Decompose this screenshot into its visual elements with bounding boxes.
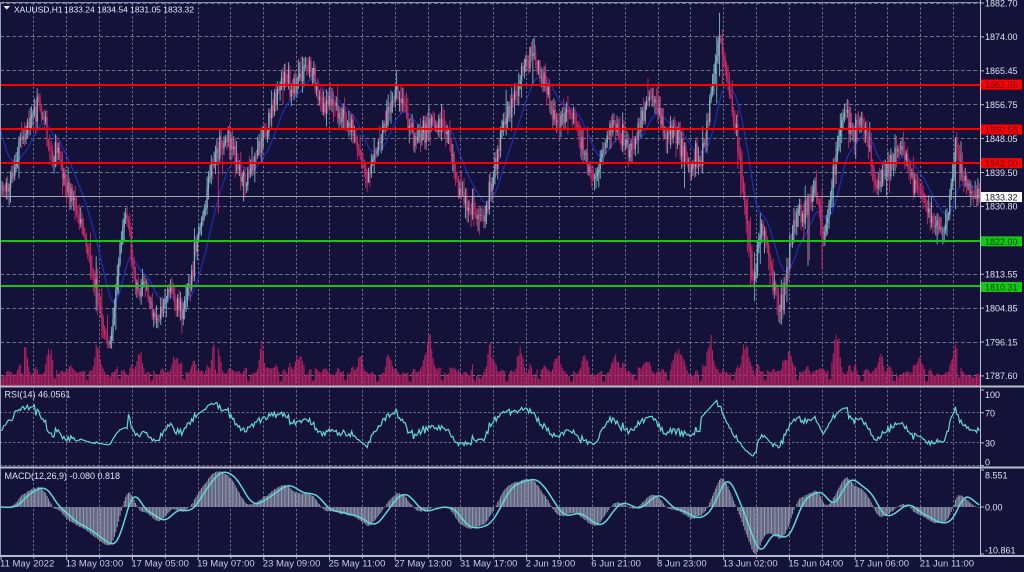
svg-text:1865.45: 1865.45 [985, 66, 1018, 76]
svg-text:XAUUSD,H1: XAUUSD,H1 [14, 4, 63, 14]
svg-text:1842.00: 1842.00 [985, 159, 1018, 169]
svg-text:15 Jun 04:00: 15 Jun 04:00 [788, 559, 843, 570]
svg-text:8.551: 8.551 [985, 470, 1008, 480]
svg-text:-10.861: -10.861 [985, 546, 1016, 556]
svg-text:100: 100 [985, 390, 1000, 400]
svg-text:1856.75: 1856.75 [985, 100, 1018, 110]
svg-text:1787.60: 1787.60 [985, 371, 1018, 381]
svg-text:0: 0 [985, 458, 990, 468]
svg-text:23 May 09:00: 23 May 09:00 [263, 559, 321, 570]
svg-text:1833.24 1834.54 1831.05 1833.3: 1833.24 1834.54 1831.05 1833.32 [64, 4, 194, 14]
svg-text:1810.31: 1810.31 [985, 283, 1018, 293]
svg-text:1882.70: 1882.70 [985, 0, 1018, 8]
svg-text:13 May 03:00: 13 May 03:00 [66, 559, 124, 570]
svg-text:1850.58: 1850.58 [985, 125, 1018, 135]
svg-text:17 Jun 06:00: 17 Jun 06:00 [854, 559, 909, 570]
svg-text:13 Jun 02:00: 13 Jun 02:00 [723, 559, 778, 570]
svg-text:0.00: 0.00 [985, 503, 1003, 513]
svg-text:1822.00: 1822.00 [985, 237, 1018, 247]
svg-text:27 May 13:00: 27 May 13:00 [394, 559, 452, 570]
svg-text:70: 70 [985, 408, 995, 418]
svg-text:11 May 2022: 11 May 2022 [0, 559, 54, 570]
svg-text:2 Jun 19:00: 2 Jun 19:00 [526, 559, 576, 570]
svg-text:6 Jun 21:00: 6 Jun 21:00 [591, 559, 641, 570]
svg-text:MACD(12,26,9) -0.080 0.818: MACD(12,26,9) -0.080 0.818 [5, 471, 121, 481]
svg-text:8 Jun 23:00: 8 Jun 23:00 [657, 559, 707, 570]
svg-text:19 May 07:00: 19 May 07:00 [197, 559, 255, 570]
svg-text:25 May 11:00: 25 May 11:00 [329, 559, 386, 570]
svg-text:30: 30 [985, 439, 995, 449]
svg-text:1833.32: 1833.32 [985, 193, 1018, 203]
svg-text:1796.15: 1796.15 [985, 337, 1018, 347]
svg-text:21 Jun 11:00: 21 Jun 11:00 [920, 559, 974, 570]
svg-text:1848.05: 1848.05 [985, 134, 1018, 144]
svg-text:1813.55: 1813.55 [985, 270, 1018, 280]
svg-text:1804.85: 1804.85 [985, 303, 1018, 313]
svg-text:1874.00: 1874.00 [985, 32, 1018, 42]
svg-text:17 May 05:00: 17 May 05:00 [131, 559, 189, 570]
svg-text:RSI(14) 46.0561: RSI(14) 46.0561 [5, 390, 71, 400]
svg-text:1862.05: 1862.05 [985, 80, 1018, 90]
svg-text:1839.50: 1839.50 [985, 168, 1018, 178]
svg-text:31 May 17:00: 31 May 17:00 [460, 559, 518, 570]
svg-text:1830.80: 1830.80 [985, 202, 1018, 212]
